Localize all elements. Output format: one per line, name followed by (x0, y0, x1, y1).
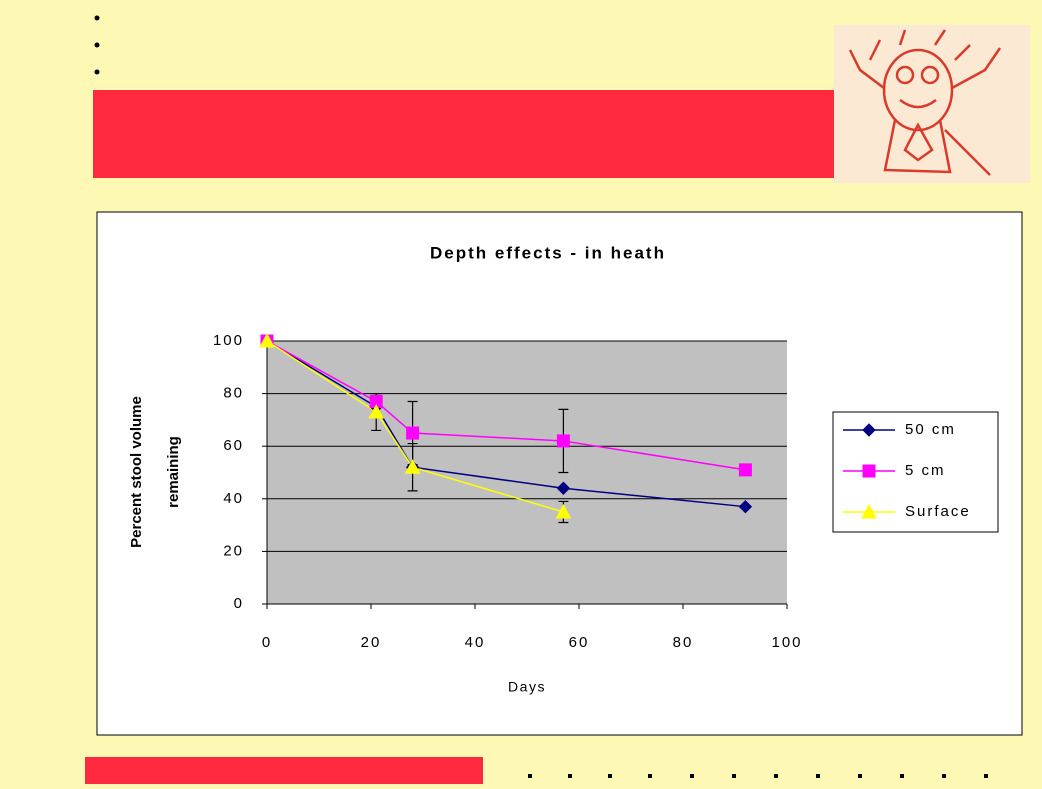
legend-label: 5 cm (905, 462, 946, 479)
plot-area (267, 341, 787, 604)
legend-label: 50 cm (905, 421, 956, 438)
legend-marker (863, 465, 875, 477)
legend-label: Surface (905, 503, 971, 520)
marker (407, 427, 419, 439)
bullets (95, 16, 100, 75)
footer-dots (528, 774, 988, 778)
marker (739, 464, 751, 476)
mascot-image (834, 25, 1030, 183)
marker (557, 435, 569, 447)
y-tick-label: 40 (223, 490, 244, 507)
x-tick-label: 100 (771, 634, 802, 651)
page: {"chart_data": {"type": "line", "title":… (0, 0, 1042, 784)
y-tick-label: 100 (213, 332, 244, 349)
chart-title: Depth effects - in heath (430, 243, 666, 262)
x-tick-label: 40 (465, 634, 486, 651)
y-axis-label: Percent stool volume (128, 396, 145, 548)
x-axis-label: Days (508, 679, 546, 695)
x-tick-label: 80 (673, 634, 694, 651)
x-tick-label: 60 (569, 634, 590, 651)
x-tick-label: 20 (361, 634, 382, 651)
x-tick-label: 0 (262, 634, 272, 651)
y-axis-label: remaining (165, 436, 182, 508)
y-tick-label: 0 (234, 595, 244, 612)
y-tick-label: 60 (223, 437, 244, 454)
y-tick-label: 80 (223, 385, 244, 402)
footer-band (85, 757, 483, 784)
slide: Depth effects - in heath Days Percent st… (0, 0, 1042, 784)
title-band (93, 90, 838, 178)
y-tick-label: 20 (223, 542, 244, 559)
